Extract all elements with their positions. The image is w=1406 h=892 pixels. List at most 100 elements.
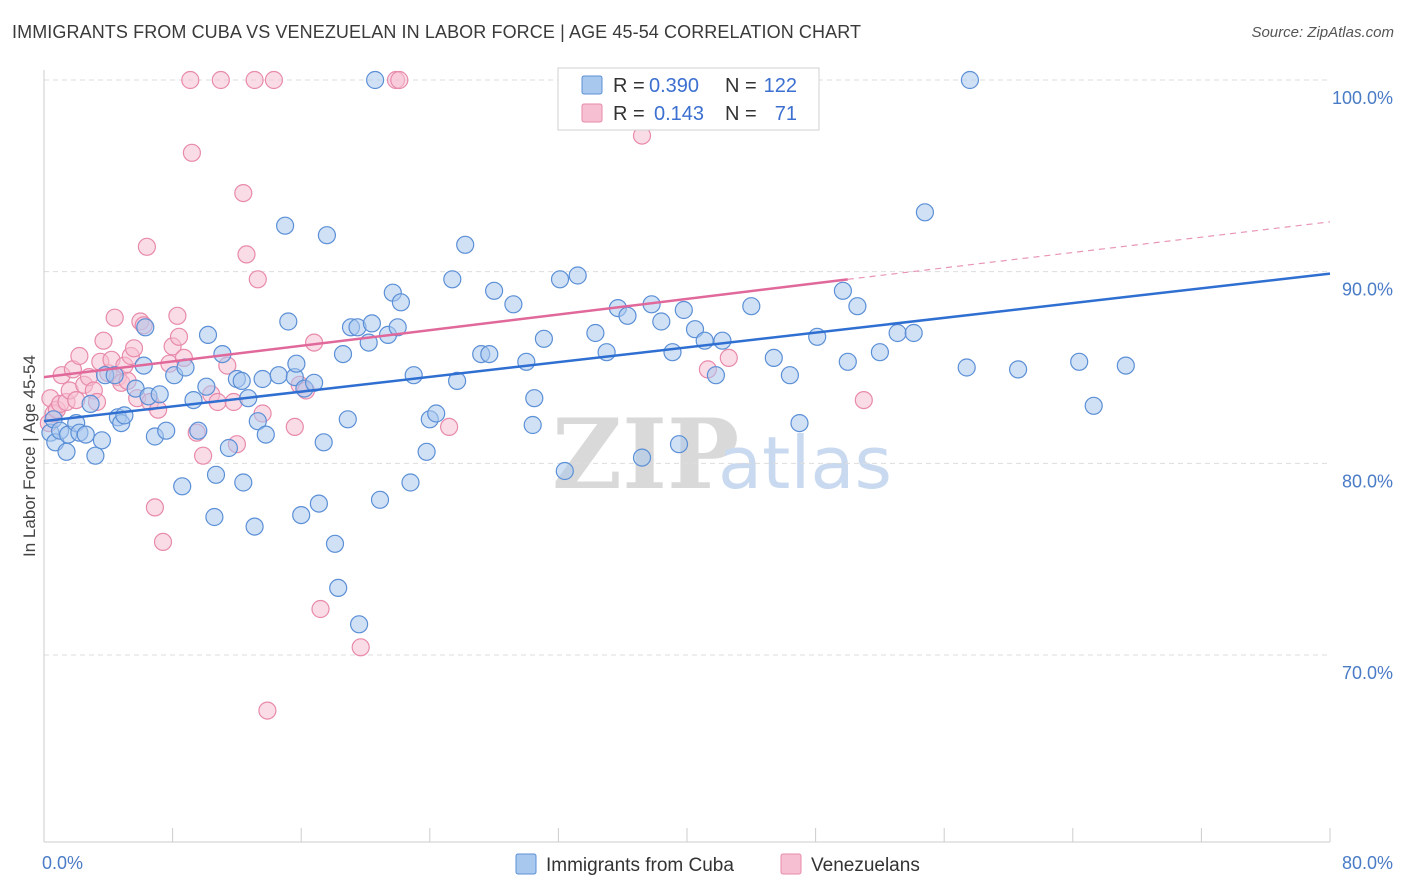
cuba-point xyxy=(219,438,238,458)
cuba-point xyxy=(706,366,726,385)
venezuelans-point xyxy=(124,339,144,358)
cuba-point xyxy=(790,414,809,433)
bottom-legend-label-venezuelans: Venezuelans xyxy=(811,855,920,876)
cuba-point xyxy=(448,371,467,390)
venezuelans-point xyxy=(311,599,330,619)
cuba-point xyxy=(388,318,407,337)
cuba-point xyxy=(157,421,176,440)
venezuelans-point xyxy=(234,184,253,203)
y-tick-labels: 70.0% 80.0% 90.0% 100.0% xyxy=(1332,88,1393,683)
venezuelans-point xyxy=(854,391,873,410)
y-tick-label-70: 70.0% xyxy=(1342,663,1393,683)
cuba-point xyxy=(663,343,682,362)
y-tick-label-80: 80.0% xyxy=(1342,471,1393,491)
venezuelans-point xyxy=(719,348,738,367)
cuba-point xyxy=(888,323,907,343)
bottom-legend-label-cuba: Immigrants from Cuba xyxy=(546,855,734,876)
cuba-point xyxy=(848,297,867,316)
cuba-point xyxy=(245,517,264,536)
cuba-point xyxy=(184,391,203,410)
venezuelans-point xyxy=(168,306,187,325)
cuba-point xyxy=(325,534,345,553)
cuba-point xyxy=(234,473,253,492)
venezuelans-trend-extension xyxy=(847,221,1331,280)
cuba-point xyxy=(206,465,226,484)
cuba-point xyxy=(764,348,783,367)
cuba-point xyxy=(427,404,446,423)
bottom-legend-swatch-cuba xyxy=(515,853,537,875)
cuba-point xyxy=(115,406,134,425)
source-note: Source: ZipAtlas.com xyxy=(1251,24,1394,41)
cuba-point xyxy=(362,314,381,333)
venezuelans-point xyxy=(169,327,189,346)
x-ticks xyxy=(43,828,1331,842)
legend-r-value-venezuelans: 0.143 xyxy=(654,103,704,125)
cuba-point xyxy=(136,318,155,337)
venezuelans-point xyxy=(105,308,124,327)
cuba-point xyxy=(833,281,853,300)
cuba-point xyxy=(1116,356,1135,375)
cuba-point xyxy=(674,300,693,320)
cuba-point xyxy=(150,385,169,404)
cuba-point xyxy=(86,446,105,465)
venezuelans-point xyxy=(182,143,201,162)
venezuelans-point xyxy=(245,70,264,90)
cuba-point xyxy=(256,425,275,444)
cuba-point xyxy=(366,70,385,90)
cuba-point xyxy=(314,433,333,452)
venezuelans-point xyxy=(258,701,277,720)
cuba-point xyxy=(504,295,523,314)
cuba-point xyxy=(404,366,423,385)
cuba-points xyxy=(41,70,1135,634)
venezuelans-point xyxy=(70,346,89,366)
cuba-point xyxy=(456,235,475,254)
legend-r-value-cuba: 0.390 xyxy=(649,75,699,97)
venezuelans-point xyxy=(440,417,459,436)
legend-swatch-venezuelans xyxy=(581,103,603,123)
cuba-point xyxy=(248,412,267,431)
cuba-point xyxy=(550,270,570,289)
cuba-point xyxy=(317,226,336,245)
cuba-point xyxy=(279,312,298,331)
cuba-point xyxy=(417,442,436,461)
cuba-point xyxy=(197,377,216,396)
cuba-point xyxy=(350,615,369,634)
cuba-point xyxy=(338,410,357,429)
cuba-point xyxy=(960,70,980,90)
legend-r-label-venezuelans: R = xyxy=(613,103,645,125)
cuba-point xyxy=(443,270,462,289)
cuba-point xyxy=(618,306,637,325)
cuba-point xyxy=(555,461,574,481)
x-tick-label-max: 80.0% xyxy=(1342,853,1393,873)
venezuelans-point xyxy=(351,638,370,657)
cuba-point xyxy=(586,323,605,343)
cuba-point xyxy=(105,366,124,385)
cuba-point xyxy=(253,369,272,389)
cuba-point xyxy=(523,415,542,435)
cuba-point xyxy=(198,325,218,344)
legend-n-label-cuba: N = xyxy=(725,75,757,97)
cuba-point xyxy=(401,473,420,492)
y-axis-label: In Labor Force | Age 45-54 xyxy=(20,355,39,557)
legend-n-value-venezuelans: 71 xyxy=(775,103,797,125)
venezuelans-trend-line xyxy=(43,278,848,379)
cuba-point xyxy=(742,297,761,316)
venezuelans-point xyxy=(211,70,230,90)
cuba-point xyxy=(189,421,208,440)
cuba-point xyxy=(480,345,499,364)
venezuelans-point xyxy=(285,417,304,436)
cuba-point xyxy=(652,312,671,331)
cuba-point xyxy=(333,345,353,364)
cuba-point xyxy=(1070,352,1089,371)
cuba-point xyxy=(713,331,732,350)
cuba-trend-line xyxy=(43,272,1331,423)
cuba-point xyxy=(232,371,251,390)
cuba-point xyxy=(292,505,311,525)
venezuelans-point xyxy=(153,532,173,552)
cuba-point xyxy=(269,366,288,385)
cuba-point xyxy=(568,266,587,285)
correlation-legend: R = 0.390 N = 122 R = 0.143 N = 71 xyxy=(557,67,820,131)
cuba-point xyxy=(485,281,504,300)
cuba-point xyxy=(534,329,554,348)
